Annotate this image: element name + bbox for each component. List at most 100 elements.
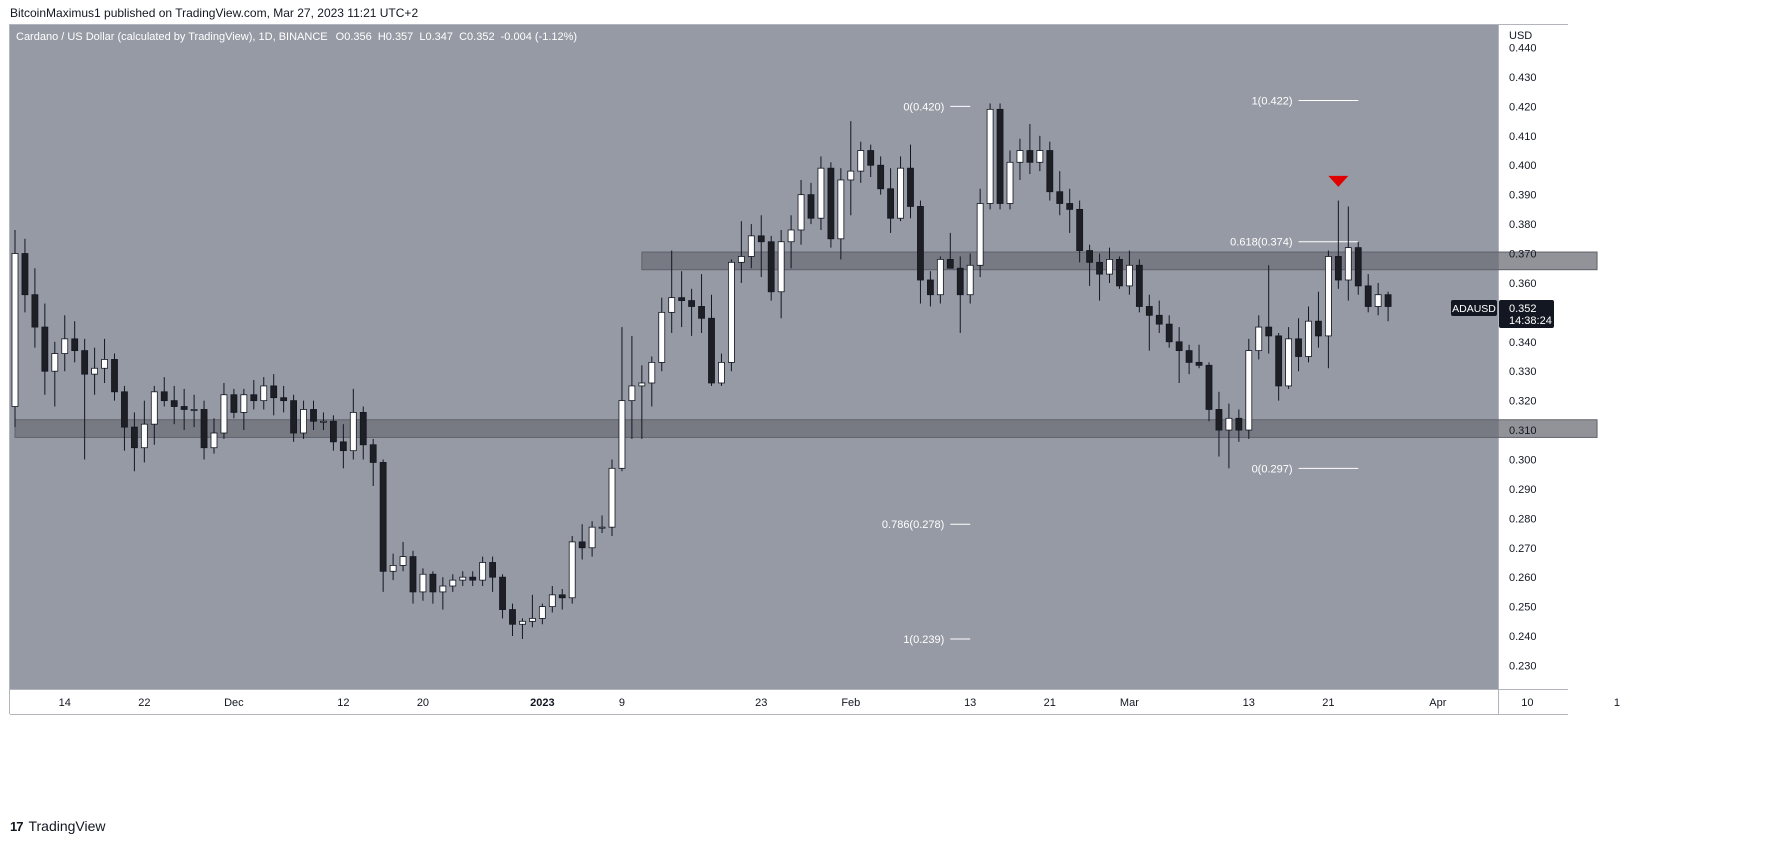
candle-up <box>817 167 825 219</box>
candle-down <box>708 317 715 384</box>
candle-up <box>857 150 865 172</box>
price-tick-label: 0.380 <box>1509 219 1537 231</box>
price-tick-label: 0.240 <box>1509 631 1537 643</box>
candle-down <box>1295 338 1302 357</box>
candle-up <box>1126 264 1133 287</box>
candle-down <box>200 409 208 449</box>
candle-up <box>210 432 218 449</box>
candle-up <box>986 108 994 204</box>
time-tick-label: 10 <box>1521 697 1533 709</box>
candle-down <box>339 441 347 452</box>
price-tick-label: 0.410 <box>1509 131 1537 143</box>
price-tick-label: 0.320 <box>1509 396 1537 408</box>
price-tick-label: 0.360 <box>1509 278 1537 290</box>
fib-layer: 0(0.420) 0.786(0.278) 1(0.239) 1(0.422) 0.61… <box>882 96 1359 646</box>
candle-down <box>1096 261 1103 275</box>
high-label: H <box>378 31 386 43</box>
candle-up <box>529 617 536 622</box>
candle-down <box>329 420 337 443</box>
candle-up <box>737 256 745 263</box>
last-price-bg <box>1499 300 1554 328</box>
candle-up <box>1016 150 1024 163</box>
change-value: -0.004 (-1.12%) <box>501 31 577 43</box>
candle-up <box>668 297 676 313</box>
time-tick-label: Feb <box>841 697 860 709</box>
candle-down <box>31 294 39 328</box>
countdown-value: 14:38:24 <box>1509 315 1552 327</box>
publish-info: BitcoinMaximus1 published on TradingView… <box>10 6 419 20</box>
candle-up <box>240 394 248 413</box>
rejection-marker-icon <box>1328 175 1349 187</box>
price-tick-label: 0.280 <box>1509 513 1537 525</box>
price-tick-label: 0.300 <box>1509 454 1537 466</box>
plot-background <box>10 24 1498 689</box>
time-tick-label: 21 <box>1322 697 1334 709</box>
candle-up <box>419 573 427 593</box>
candle-up <box>389 565 397 572</box>
candle-down <box>290 400 298 434</box>
candle-down <box>678 297 686 301</box>
candle-up <box>837 179 845 240</box>
candle-down <box>956 267 964 296</box>
price-tick-label: 0.390 <box>1509 190 1537 202</box>
candle-down <box>1265 326 1273 337</box>
candle-down <box>21 253 29 296</box>
candle-down <box>1026 150 1034 163</box>
candle-down <box>877 164 885 190</box>
time-tick-label: 2023 <box>530 697 554 709</box>
candle-up <box>718 361 725 384</box>
price-tick-label: 0.370 <box>1509 249 1537 261</box>
candle-down <box>369 444 377 463</box>
marker-layer <box>1328 175 1349 187</box>
price-tick-label: 0.330 <box>1509 366 1537 378</box>
price-tick-label: 0.260 <box>1509 572 1537 584</box>
candle-down <box>1076 208 1084 251</box>
fib-label: 0(0.420) <box>903 101 944 113</box>
candle-up <box>140 423 148 449</box>
candle-down <box>1056 191 1064 204</box>
candle-down <box>170 400 178 407</box>
time-tick-label: Dec <box>224 697 244 709</box>
candle-down <box>1116 258 1123 287</box>
candle-down <box>71 338 79 352</box>
candle-down <box>558 594 566 599</box>
candle-up <box>479 562 487 581</box>
time-axis[interactable]: 14 22 Dec 12 20 2023 9 23 Feb 13 21 Mar 13 21 Apr 10 1 <box>59 697 1620 709</box>
time-tick-label: 14 <box>59 697 71 709</box>
open-label: O <box>336 31 345 43</box>
time-tick-label: Apr <box>1429 697 1446 709</box>
price-tick-label: 0.250 <box>1509 602 1537 614</box>
price-axis[interactable]: 0.440 0.430 0.420 0.410 0.400 0.390 0.380 0.370… <box>1509 43 1537 673</box>
candle-down <box>1384 294 1392 307</box>
footer-brand[interactable]: 17 TradingView <box>10 818 106 834</box>
candle-down <box>270 385 278 399</box>
candle-down <box>409 556 417 593</box>
time-tick-label: 23 <box>755 697 767 709</box>
ticker-tag-bg <box>1451 300 1497 316</box>
candle-down <box>1275 335 1283 387</box>
low-label: L <box>419 31 425 43</box>
candle-down <box>578 541 586 549</box>
tradingview-logo-icon: 17 <box>10 818 24 834</box>
candle-up <box>1344 247 1352 281</box>
candle-down <box>81 350 89 375</box>
candle-up <box>588 526 596 549</box>
candle-up <box>1006 161 1014 204</box>
candle-up <box>628 385 636 402</box>
candle-up <box>548 594 556 608</box>
brand-name: TradingView <box>28 818 106 834</box>
candle-up <box>1305 320 1312 357</box>
candle-down <box>867 150 875 166</box>
candle-down <box>509 609 516 625</box>
candlestick-chart[interactable]: 0(0.420) 0.786(0.278) 1(0.239) 1(0.422) 0.61… <box>0 24 1777 809</box>
candle-down <box>1175 341 1183 352</box>
candle-up <box>1325 256 1332 337</box>
candle-up <box>300 409 307 434</box>
candle-down <box>489 562 497 578</box>
candle-up <box>1036 150 1044 163</box>
price-axis-background <box>1498 24 1568 689</box>
candle-down <box>310 409 317 422</box>
time-tick-label: 1 <box>1614 697 1620 709</box>
candle-down <box>1235 417 1243 431</box>
candle-up <box>618 400 626 469</box>
